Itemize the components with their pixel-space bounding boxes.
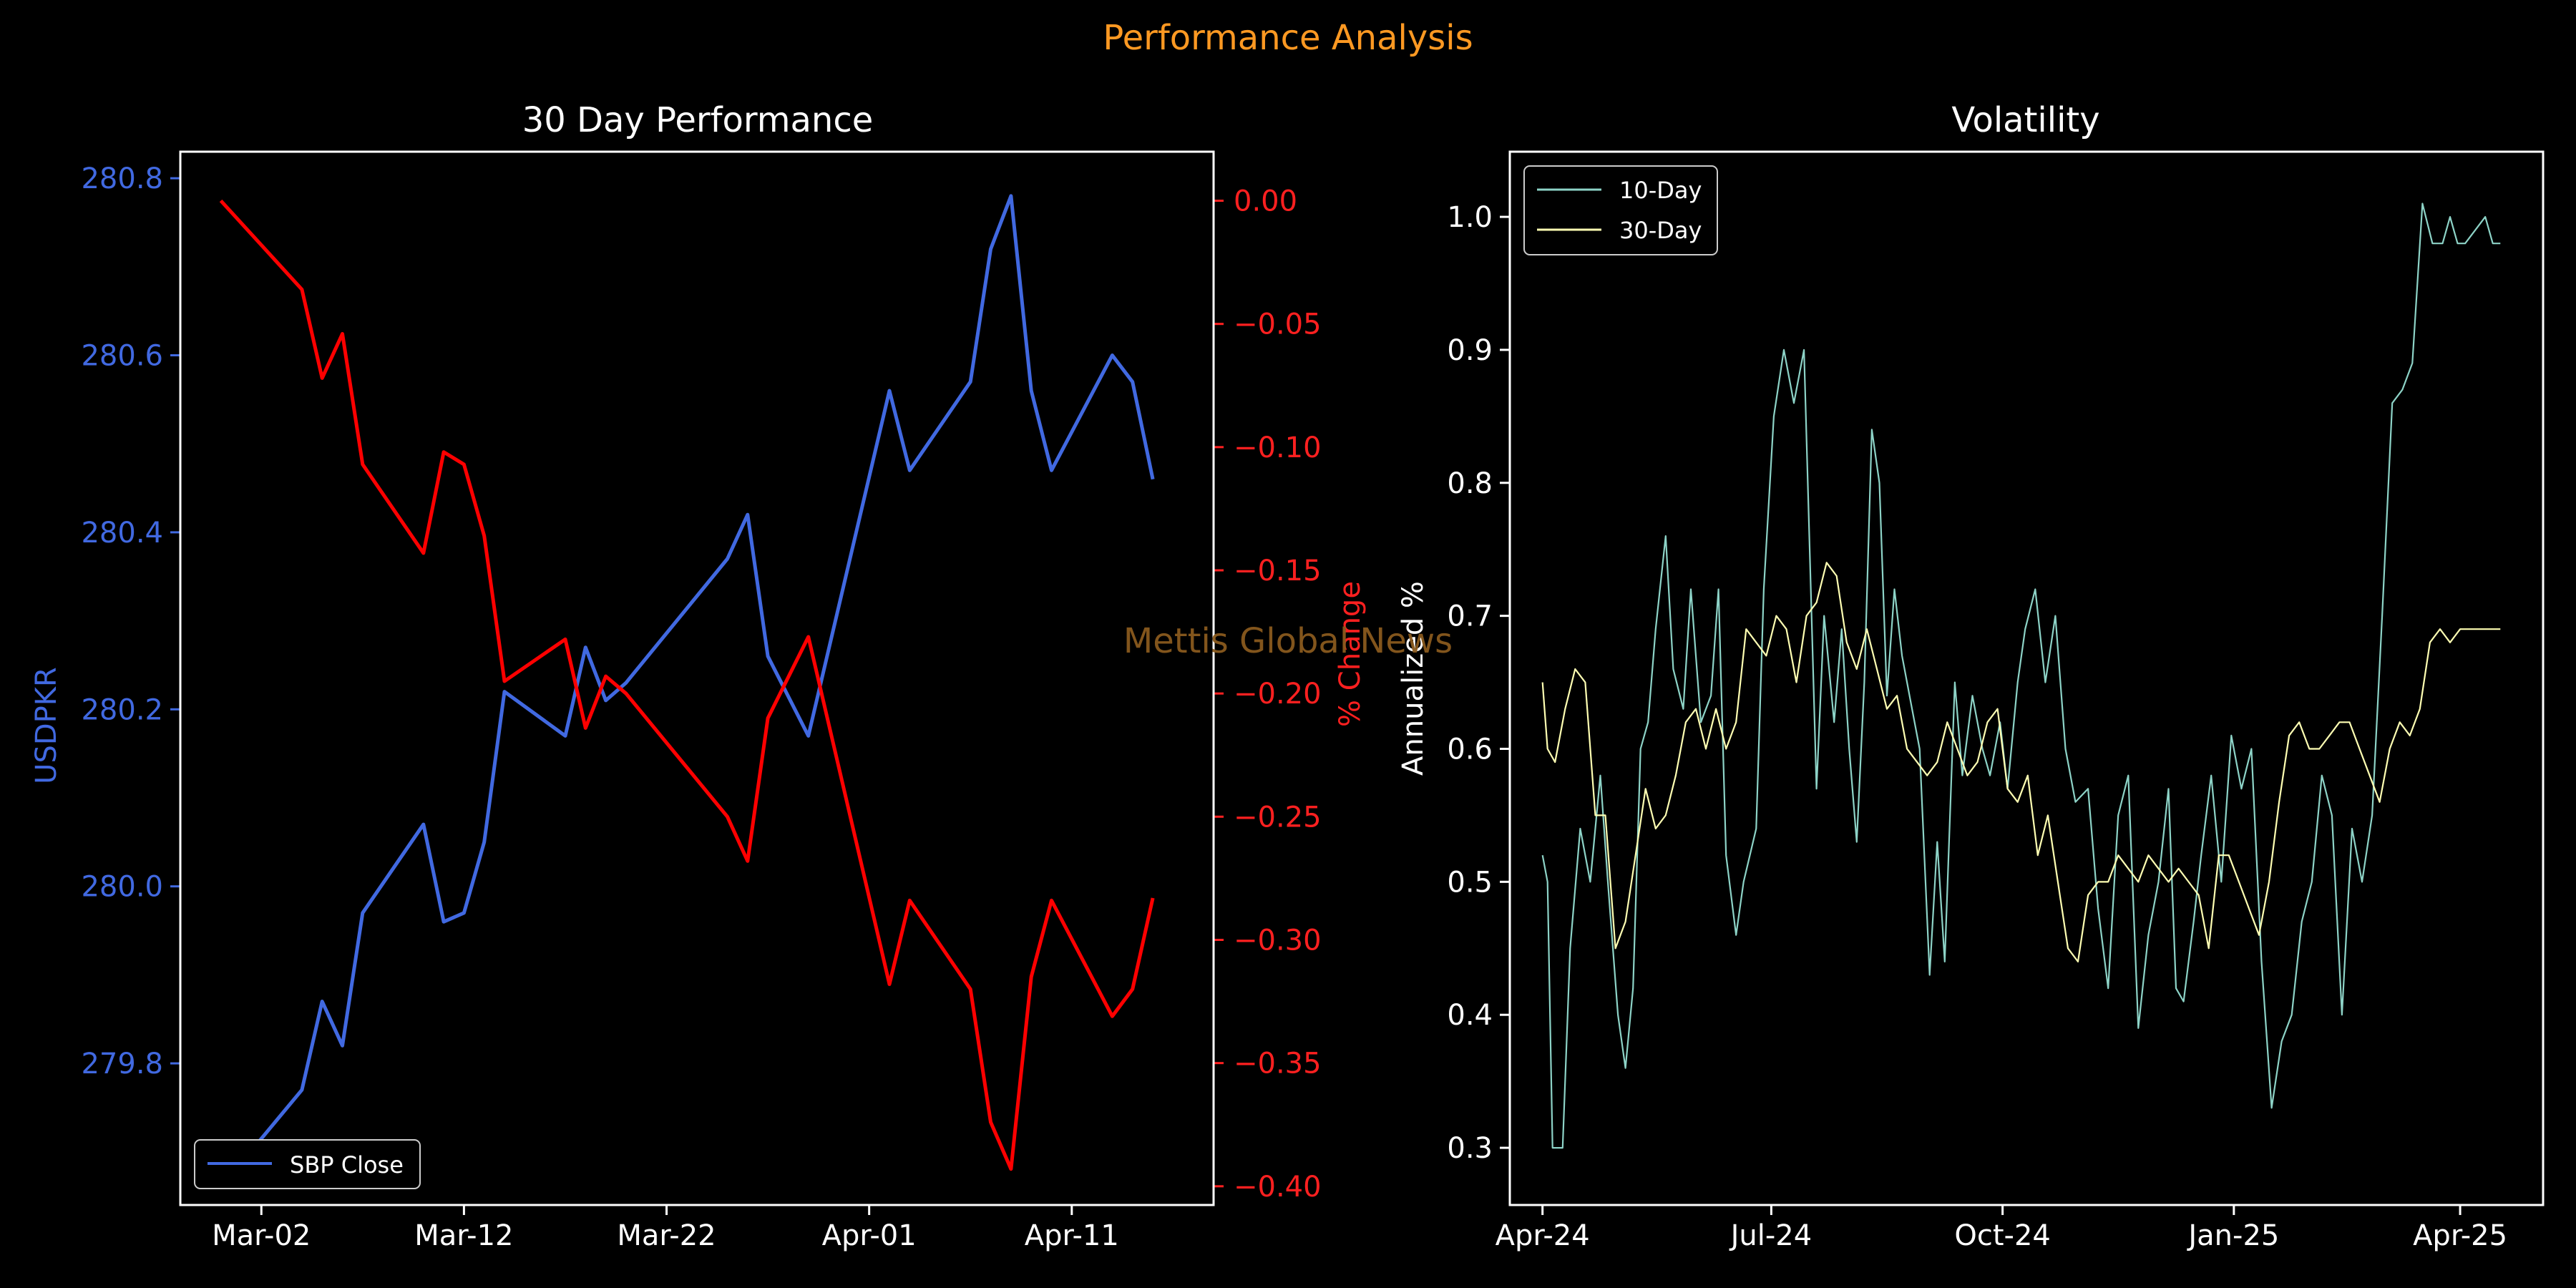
panel-30-day-performance: 30 Day Performance USDPKR % Change Mar-0… <box>30 100 1367 1252</box>
panel1-right-axis-label: % Change <box>1334 581 1367 727</box>
x-tick-label: Jul-24 <box>1729 1219 1813 1252</box>
panel1-axes: Mar-02 Mar-12 Mar-22 Apr-01 Apr-11 279.8 280.0… <box>81 162 1321 1252</box>
panel2-frame <box>1508 150 2545 1206</box>
y-tick-label: 0.3 <box>1447 1132 1493 1165</box>
panel1-left-axis-label: USDPKR <box>30 667 63 784</box>
y-tick-label-right: −0.30 <box>1234 924 1322 957</box>
y-tick-label: 1.0 <box>1447 201 1493 234</box>
panel1-title: 30 Day Performance <box>522 100 874 140</box>
y-tick-label-right: −0.20 <box>1234 678 1322 711</box>
y-tick-label-left: 280.0 <box>81 871 163 904</box>
series-line-30-day <box>1541 562 2501 963</box>
panel1-frame <box>179 150 1215 1206</box>
panel-volatility: Volatility Annualized % Apr-24 Jul-24 Oct-… <box>1397 100 2545 1252</box>
series-line-10-day <box>1541 203 2501 1149</box>
series-line-pct-change <box>219 199 1155 1171</box>
y-tick-label-left: 280.8 <box>81 162 163 195</box>
y-tick-label-right: 0.00 <box>1234 185 1297 218</box>
x-tick-label: Mar-12 <box>414 1219 513 1252</box>
y-tick-label-left: 279.8 <box>81 1048 163 1080</box>
y-tick-label: 0.8 <box>1447 467 1493 500</box>
x-tick-label: Mar-22 <box>617 1219 716 1252</box>
panel1-legend: SBP Close <box>194 1139 421 1189</box>
x-tick-label: Apr-25 <box>2413 1219 2507 1252</box>
y-tick-label-right: −0.35 <box>1234 1048 1322 1080</box>
panel2-title: Volatility <box>1951 100 2099 140</box>
panel2-legend-box <box>1523 165 1718 255</box>
y-tick-label: 0.9 <box>1447 334 1493 367</box>
panel2-axes: Apr-24 Jul-24 Oct-24 Jan-25 Apr-25 0.3 0.4 0.5 0… <box>1447 201 2507 1252</box>
panel2-y-axis-label: Annualized % <box>1397 581 1430 776</box>
y-tick-label: 0.7 <box>1447 600 1493 633</box>
y-tick-label-left: 280.2 <box>81 693 163 726</box>
y-tick-label: 0.4 <box>1447 999 1493 1032</box>
x-tick-label: Jan-25 <box>2186 1219 2279 1252</box>
y-tick-label: 0.6 <box>1447 733 1493 766</box>
x-tick-label: Apr-01 <box>822 1219 917 1252</box>
panel1-legend-box <box>194 1139 421 1189</box>
legend-label-10-day: 10-Day <box>1619 177 1702 204</box>
x-tick-label: Apr-11 <box>1025 1219 1119 1252</box>
y-tick-label-right: −0.05 <box>1234 308 1322 341</box>
x-tick-label: Oct-24 <box>1954 1219 2051 1252</box>
legend-label-sbp-close: SBP Close <box>290 1151 404 1179</box>
y-tick-label-left: 280.6 <box>81 340 163 373</box>
x-tick-label: Apr-24 <box>1496 1219 1590 1252</box>
panel1-series-group <box>219 194 1155 1189</box>
y-tick-label-right: −0.15 <box>1234 555 1322 587</box>
y-tick-label: 0.5 <box>1447 866 1493 899</box>
panel2-legend: 10-Day 30-Day <box>1523 165 1718 255</box>
panel2-series-group <box>1541 203 2501 1149</box>
figure-title: Performance Analysis <box>1103 18 1473 58</box>
y-tick-label-right: −0.10 <box>1234 431 1322 464</box>
legend-label-30-day: 30-Day <box>1619 217 1702 244</box>
series-line-sbp-close <box>219 194 1155 1189</box>
y-tick-label-left: 280.4 <box>81 517 163 550</box>
x-tick-label: Mar-02 <box>212 1219 311 1252</box>
y-tick-label-right: −0.25 <box>1234 801 1322 834</box>
watermark: Mettis Global News <box>1123 621 1453 661</box>
y-tick-label-right: −0.40 <box>1234 1171 1322 1204</box>
